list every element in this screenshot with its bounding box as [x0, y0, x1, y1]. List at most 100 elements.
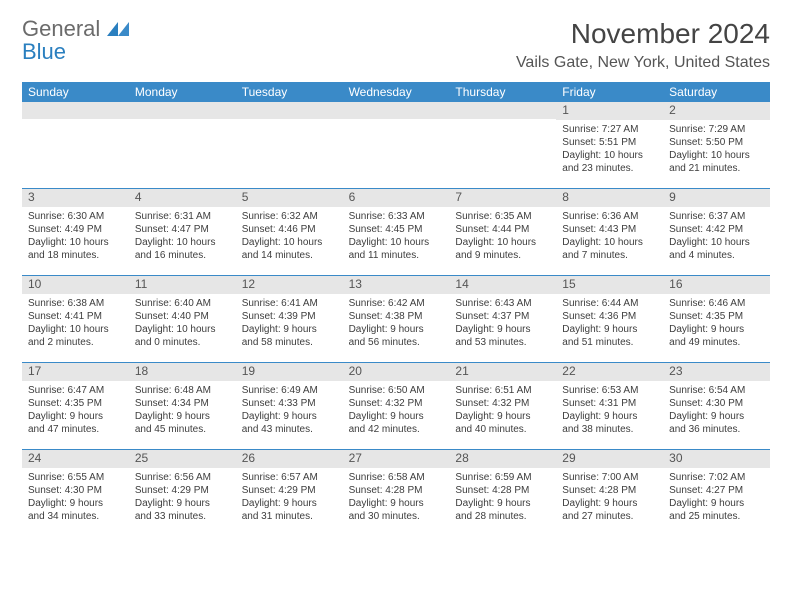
- day-cell: 14 Sunrise: 6:43 AMSunset: 4:37 PMDayligh…: [449, 276, 556, 362]
- sunset-line: Sunset: 4:38 PM: [349, 310, 444, 323]
- sunrise-line: Sunrise: 6:38 AM: [28, 297, 123, 310]
- sunset-line: Sunset: 4:42 PM: [669, 223, 764, 236]
- sunset-line: Sunset: 4:28 PM: [349, 484, 444, 497]
- daylight-line-1: Daylight: 9 hours: [349, 497, 444, 510]
- day-number: 24: [22, 450, 129, 468]
- day-cell: 29Sunrise: 7:00 AMSunset: 4:28 PMDayligh…: [556, 450, 663, 536]
- day-number: 9: [663, 189, 770, 207]
- sunrise-line: Sunrise: 6:59 AM: [455, 471, 550, 484]
- daylight-line-2: and 7 minutes.: [562, 249, 657, 262]
- day-number: 2: [663, 102, 770, 120]
- sunrise-line: Sunrise: 6:55 AM: [28, 471, 123, 484]
- daylight-line-2: and 4 minutes.: [669, 249, 764, 262]
- day-number: 30: [663, 450, 770, 468]
- dayhead-sun: Sunday: [22, 82, 129, 102]
- day-header-row: Sunday Monday Tuesday Wednesday Thursday…: [22, 82, 770, 102]
- day-cell: 11Sunrise: 6:40 AMSunset: 4:40 PMDayligh…: [129, 276, 236, 362]
- daylight-line-2: and 45 minutes.: [135, 423, 230, 436]
- sunset-line: Sunset: 4:29 PM: [135, 484, 230, 497]
- sunset-line: Sunset: 4:36 PM: [562, 310, 657, 323]
- sunset-line: Sunset: 4:40 PM: [135, 310, 230, 323]
- logo-mark-icon: [107, 22, 129, 36]
- day-cell: 3Sunrise: 6:30 AMSunset: 4:49 PMDaylight…: [22, 189, 129, 275]
- sunset-line: Sunset: 4:28 PM: [455, 484, 550, 497]
- daylight-line-1: Daylight: 10 hours: [455, 236, 550, 249]
- daylight-line-1: Daylight: 9 hours: [669, 410, 764, 423]
- sunrise-line: Sunrise: 6:30 AM: [28, 210, 123, 223]
- sunset-line: Sunset: 4:29 PM: [242, 484, 337, 497]
- day-cell: 24Sunrise: 6:55 AMSunset: 4:30 PMDayligh…: [22, 450, 129, 536]
- daylight-line-1: Daylight: 9 hours: [242, 410, 337, 423]
- daylight-line-2: and 49 minutes.: [669, 336, 764, 349]
- sunrise-line: Sunrise: 6:41 AM: [242, 297, 337, 310]
- daylight-line-1: Daylight: 10 hours: [28, 236, 123, 249]
- sunrise-line: Sunrise: 6:50 AM: [349, 384, 444, 397]
- daylight-line-2: and 9 minutes.: [455, 249, 550, 262]
- sunset-line: Sunset: 4:35 PM: [669, 310, 764, 323]
- sunrise-line: Sunrise: 6:42 AM: [349, 297, 444, 310]
- logo-text-blue: Blue: [22, 39, 66, 64]
- daylight-line-1: Daylight: 10 hours: [135, 236, 230, 249]
- day-cell: [129, 102, 236, 188]
- daylight-line-2: and 30 minutes.: [349, 510, 444, 523]
- sunset-line: Sunset: 4:49 PM: [28, 223, 123, 236]
- calendar-page: General Blue November 2024 Vails Gate, N…: [0, 0, 792, 546]
- sunset-line: Sunset: 4:39 PM: [242, 310, 337, 323]
- week-row: 24Sunrise: 6:55 AMSunset: 4:30 PMDayligh…: [22, 449, 770, 536]
- daylight-line-2: and 36 minutes.: [669, 423, 764, 436]
- day-cell: 22Sunrise: 6:53 AMSunset: 4:31 PMDayligh…: [556, 363, 663, 449]
- sunrise-line: Sunrise: 6:43 AM: [455, 297, 550, 310]
- daylight-line-1: Daylight: 10 hours: [562, 149, 657, 162]
- sunrise-line: Sunrise: 7:29 AM: [669, 123, 764, 136]
- daylight-line-1: Daylight: 9 hours: [562, 497, 657, 510]
- day-number: 14: [449, 276, 556, 294]
- sunset-line: Sunset: 4:47 PM: [135, 223, 230, 236]
- daylight-line-1: Daylight: 9 hours: [455, 410, 550, 423]
- sunrise-line: Sunrise: 7:00 AM: [562, 471, 657, 484]
- daylight-line-2: and 47 minutes.: [28, 423, 123, 436]
- day-number: 20: [343, 363, 450, 381]
- sunrise-line: Sunrise: 6:44 AM: [562, 297, 657, 310]
- daylight-line-1: Daylight: 9 hours: [28, 410, 123, 423]
- sunrise-line: Sunrise: 6:35 AM: [455, 210, 550, 223]
- day-number: 25: [129, 450, 236, 468]
- daylight-line-2: and 33 minutes.: [135, 510, 230, 523]
- daylight-line-1: Daylight: 9 hours: [455, 323, 550, 336]
- daylight-line-1: Daylight: 9 hours: [669, 497, 764, 510]
- sunrise-line: Sunrise: 7:02 AM: [669, 471, 764, 484]
- day-number: [449, 102, 556, 119]
- daylight-line-1: Daylight: 9 hours: [455, 497, 550, 510]
- daylight-line-1: Daylight: 9 hours: [349, 323, 444, 336]
- day-number: 18: [129, 363, 236, 381]
- daylight-line-2: and 40 minutes.: [455, 423, 550, 436]
- day-cell: 19Sunrise: 6:49 AMSunset: 4:33 PMDayligh…: [236, 363, 343, 449]
- daylight-line-1: Daylight: 10 hours: [562, 236, 657, 249]
- sunrise-line: Sunrise: 6:54 AM: [669, 384, 764, 397]
- day-cell: 18Sunrise: 6:48 AMSunset: 4:34 PMDayligh…: [129, 363, 236, 449]
- day-number: 22: [556, 363, 663, 381]
- day-number: 4: [129, 189, 236, 207]
- day-number: 28: [449, 450, 556, 468]
- sunrise-line: Sunrise: 6:47 AM: [28, 384, 123, 397]
- daylight-line-1: Daylight: 10 hours: [135, 323, 230, 336]
- day-cell: 23Sunrise: 6:54 AMSunset: 4:30 PMDayligh…: [663, 363, 770, 449]
- day-cell: 10Sunrise: 6:38 AMSunset: 4:41 PMDayligh…: [22, 276, 129, 362]
- sunset-line: Sunset: 4:30 PM: [669, 397, 764, 410]
- sunset-line: Sunset: 4:32 PM: [349, 397, 444, 410]
- day-cell: 1Sunrise: 7:27 AMSunset: 5:51 PMDaylight…: [556, 102, 663, 188]
- daylight-line-1: Daylight: 9 hours: [562, 410, 657, 423]
- day-cell: [343, 102, 450, 188]
- daylight-line-2: and 27 minutes.: [562, 510, 657, 523]
- sunrise-line: Sunrise: 6:36 AM: [562, 210, 657, 223]
- sunset-line: Sunset: 4:37 PM: [455, 310, 550, 323]
- day-cell: 5Sunrise: 6:32 AMSunset: 4:46 PMDaylight…: [236, 189, 343, 275]
- sunrise-line: Sunrise: 6:57 AM: [242, 471, 337, 484]
- day-cell: 20Sunrise: 6:50 AMSunset: 4:32 PMDayligh…: [343, 363, 450, 449]
- sunrise-line: Sunrise: 6:49 AM: [242, 384, 337, 397]
- dayhead-tue: Tuesday: [236, 82, 343, 102]
- sunset-line: Sunset: 5:50 PM: [669, 136, 764, 149]
- daylight-line-2: and 43 minutes.: [242, 423, 337, 436]
- sunset-line: Sunset: 4:45 PM: [349, 223, 444, 236]
- daylight-line-1: Daylight: 9 hours: [135, 410, 230, 423]
- day-cell: 30Sunrise: 7:02 AMSunset: 4:27 PMDayligh…: [663, 450, 770, 536]
